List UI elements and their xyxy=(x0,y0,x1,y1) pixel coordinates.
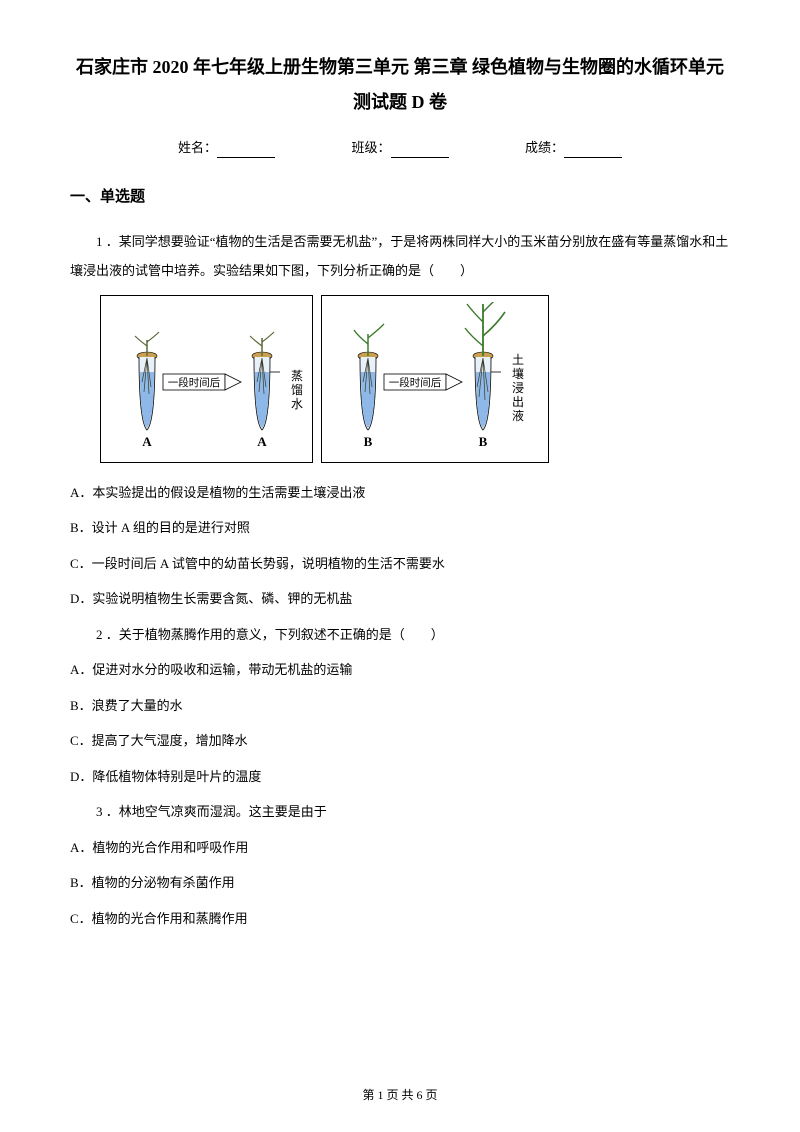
q1-option-a: A．本实验提出的假设是植物的生活需要土壤浸出液 xyxy=(70,483,730,503)
q2-option-d: D．降低植物体特别是叶片的温度 xyxy=(70,767,730,787)
page-title-line1: 石家庄市 2020 年七年级上册生物第三单元 第三章 绿色植物与生物圈的水循环单… xyxy=(70,54,730,81)
q3-option-b: B．植物的分泌物有杀菌作用 xyxy=(70,873,730,893)
tube-label-b-left: B xyxy=(364,434,373,449)
experiment-diagram-a: A 一段时间后 A 蒸 馏 水 xyxy=(109,302,304,452)
q2-option-a: A．促进对水分的吸收和运输，带动无机盐的运输 xyxy=(70,660,730,680)
q1-option-c: C．一段时间后 A 试管中的幼苗长势弱，说明植物的生活不需要水 xyxy=(70,554,730,574)
svg-text:出: 出 xyxy=(512,395,524,409)
arrow-text-b: 一段时间后 xyxy=(389,376,442,389)
section-heading-1: 一、单选题 xyxy=(70,186,730,209)
svg-text:馏: 馏 xyxy=(291,383,303,397)
q3-option-a: A．植物的光合作用和呼吸作用 xyxy=(70,838,730,858)
figure-panel-a: A 一段时间后 A 蒸 馏 水 xyxy=(100,295,313,463)
arrow-text-a: 一段时间后 xyxy=(168,376,221,389)
class-label: 班级： xyxy=(351,140,390,155)
experiment-diagram-b: B 一段时间后 B 土 xyxy=(330,302,540,452)
q1-stem: 1 ．某同学想要验证“植物的生活是否需要无机盐”，于是将两株同样大小的玉米苗分别… xyxy=(70,228,730,285)
q3-option-c: C．植物的光合作用和蒸腾作用 xyxy=(70,909,730,929)
q1-option-d: D．实验说明植物生长需要含氮、磷、钾的无机盐 xyxy=(70,589,730,609)
q2-option-c: C．提高了大气湿度，增加降水 xyxy=(70,731,730,751)
page-title-line2: 测试题 D 卷 xyxy=(70,89,730,116)
student-info-row: 姓名： 班级： 成绩： xyxy=(70,138,730,158)
tube-label-b-right: B xyxy=(479,434,488,449)
name-blank[interactable] xyxy=(217,157,275,158)
tube-label-a-left: A xyxy=(142,434,152,449)
score-label: 成绩： xyxy=(525,140,564,155)
svg-text:液: 液 xyxy=(512,408,524,423)
q3-stem: 3 ．林地空气凉爽而湿润。这主要是由于 xyxy=(70,802,730,822)
q2-option-b: B．浪费了大量的水 xyxy=(70,696,730,716)
q1-figure: A 一段时间后 A 蒸 馏 水 xyxy=(100,295,730,463)
liquid-label-a: 蒸 xyxy=(291,369,303,383)
liquid-label-b: 土 xyxy=(512,353,524,367)
figure-panel-b: B 一段时间后 B 土 xyxy=(321,295,549,463)
svg-text:水: 水 xyxy=(291,397,303,411)
q2-stem: 2 ．关于植物蒸腾作用的意义，下列叙述不正确的是（ ） xyxy=(70,625,730,645)
score-blank[interactable] xyxy=(564,157,622,158)
q1-option-b: B．设计 A 组的目的是进行对照 xyxy=(70,518,730,538)
page-footer: 第 1 页 共 6 页 xyxy=(0,1086,800,1104)
svg-text:壤: 壤 xyxy=(512,366,524,381)
svg-text:浸: 浸 xyxy=(512,381,524,395)
name-label: 姓名： xyxy=(178,140,217,155)
tube-label-a-right: A xyxy=(257,434,267,449)
class-blank[interactable] xyxy=(391,157,449,158)
